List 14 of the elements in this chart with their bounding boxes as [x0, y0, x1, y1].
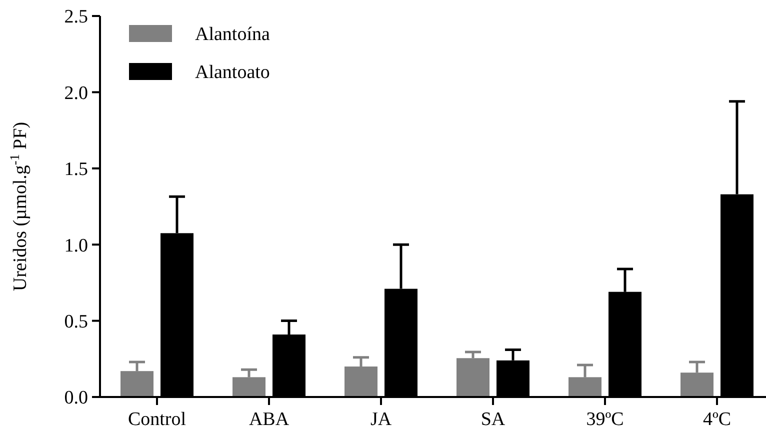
legend-label: Alantoato — [195, 62, 270, 84]
legend-label: Alantoína — [195, 24, 270, 46]
x-tick-label: SA — [480, 409, 506, 430]
y-tick-label: 1.0 — [64, 235, 88, 256]
x-tick-label: Control — [128, 409, 186, 430]
x-tick-label: 4ºC — [702, 409, 732, 430]
y-tick-label: 0.0 — [64, 388, 88, 409]
y-tick-label: 1.5 — [64, 159, 88, 180]
y-tick-label: 2.0 — [64, 82, 88, 104]
x-tick-label: ABA — [248, 409, 290, 430]
x-tick-label: JA — [370, 409, 392, 430]
y-tick-label: 2.5 — [64, 6, 88, 28]
x-tick-label: 39ºC — [586, 409, 624, 430]
y-tick-label: 0.5 — [64, 311, 88, 332]
